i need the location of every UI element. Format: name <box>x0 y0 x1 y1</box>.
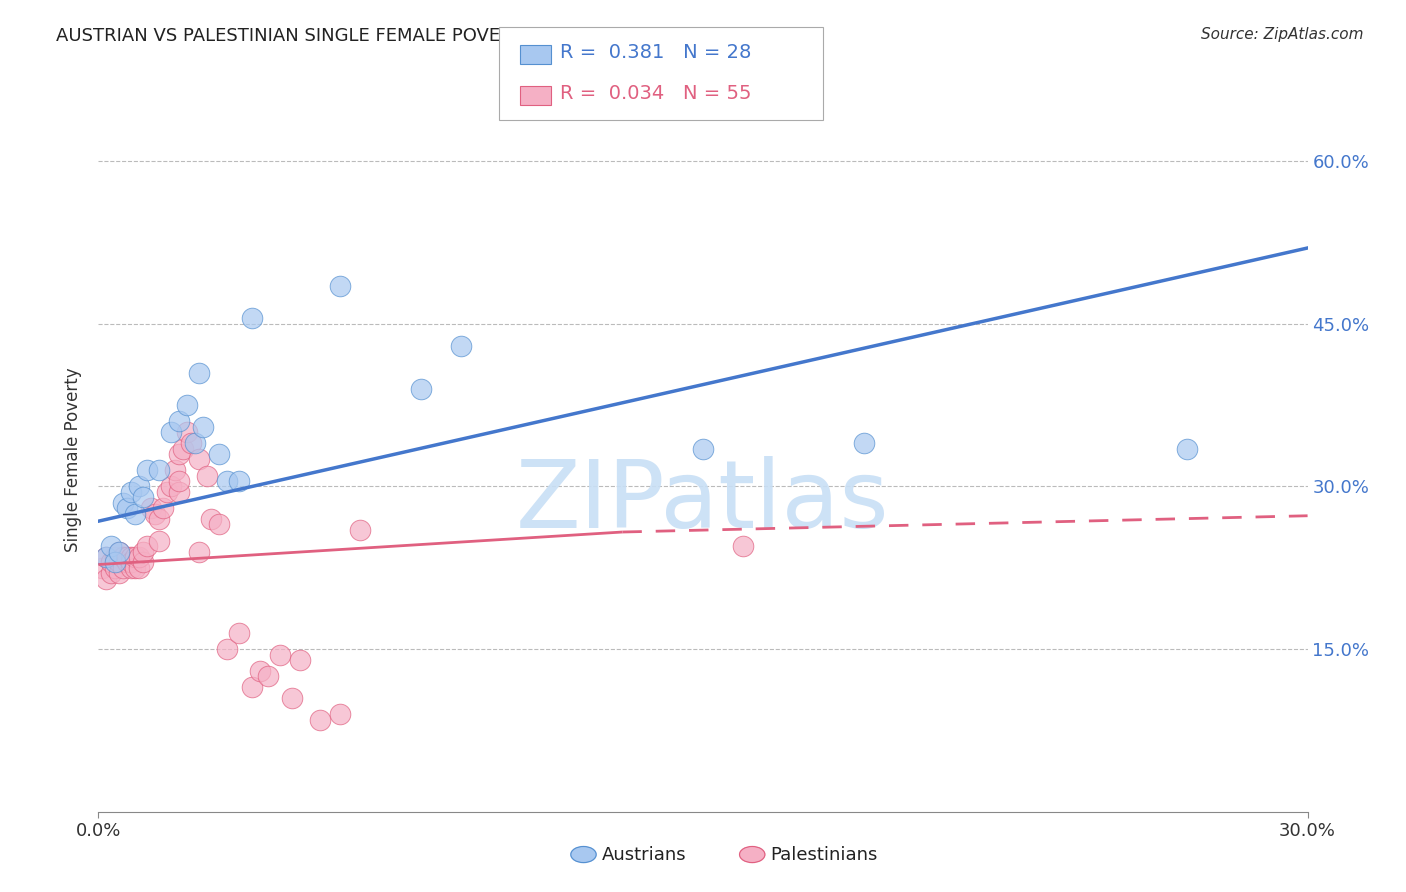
Point <box>217 642 239 657</box>
Point <box>115 549 138 564</box>
Point <box>135 463 157 477</box>
Point <box>143 507 166 521</box>
Point <box>176 425 198 440</box>
Point <box>195 468 218 483</box>
Point <box>128 479 150 493</box>
Point <box>208 447 231 461</box>
Point <box>228 474 250 488</box>
Point <box>193 420 215 434</box>
Point <box>163 463 186 477</box>
Point <box>281 690 304 705</box>
Point <box>103 555 125 569</box>
Point <box>188 544 211 558</box>
Point <box>103 549 125 564</box>
Point <box>450 338 472 352</box>
Point <box>124 507 146 521</box>
Point <box>120 484 142 499</box>
Point <box>103 561 125 575</box>
Point <box>120 549 142 564</box>
Point <box>115 501 138 516</box>
Point <box>128 549 150 564</box>
Text: Source: ZipAtlas.com: Source: ZipAtlas.com <box>1201 27 1364 42</box>
Point <box>167 484 190 499</box>
Point <box>256 669 278 683</box>
Point <box>349 523 371 537</box>
Point <box>148 463 170 477</box>
Point <box>160 479 183 493</box>
Point <box>115 555 138 569</box>
Point <box>100 539 122 553</box>
Point <box>249 664 271 678</box>
Point <box>152 501 174 516</box>
Point <box>188 452 211 467</box>
Point <box>91 561 114 575</box>
Point <box>132 544 155 558</box>
Point <box>111 549 134 564</box>
Point <box>167 414 190 428</box>
Point <box>120 561 142 575</box>
Point <box>329 279 352 293</box>
Point <box>132 555 155 569</box>
Text: AUSTRIAN VS PALESTINIAN SINGLE FEMALE POVERTY CORRELATION CHART: AUSTRIAN VS PALESTINIAN SINGLE FEMALE PO… <box>56 27 734 45</box>
Point <box>100 555 122 569</box>
Point <box>329 707 352 722</box>
Point <box>692 442 714 456</box>
Point <box>139 501 162 516</box>
Point <box>96 549 118 564</box>
Point <box>269 648 291 662</box>
Point <box>288 653 311 667</box>
Point <box>409 382 432 396</box>
Point <box>120 555 142 569</box>
Point <box>853 436 876 450</box>
Y-axis label: Single Female Poverty: Single Female Poverty <box>65 368 83 551</box>
Point <box>1175 442 1198 456</box>
Point <box>148 533 170 548</box>
Point <box>167 474 190 488</box>
Text: Austrians: Austrians <box>602 846 686 863</box>
Point <box>180 436 202 450</box>
Point <box>160 425 183 440</box>
Point <box>167 447 190 461</box>
Point <box>200 512 222 526</box>
Point <box>128 561 150 575</box>
Point <box>156 484 179 499</box>
Point <box>132 491 155 505</box>
Point <box>135 539 157 553</box>
Point <box>96 572 118 586</box>
Point <box>188 366 211 380</box>
Point <box>208 517 231 532</box>
Point <box>172 442 194 456</box>
Point <box>733 539 755 553</box>
Point <box>107 566 129 581</box>
Point <box>309 713 332 727</box>
Point <box>176 398 198 412</box>
Point <box>124 561 146 575</box>
Point <box>184 436 207 450</box>
Point <box>96 549 118 564</box>
Point <box>107 544 129 558</box>
Point <box>107 544 129 558</box>
Point <box>228 625 250 640</box>
Point <box>124 549 146 564</box>
Text: Palestinians: Palestinians <box>770 846 877 863</box>
Point <box>148 512 170 526</box>
Point <box>100 566 122 581</box>
Point <box>240 311 263 326</box>
Text: R =  0.381   N = 28: R = 0.381 N = 28 <box>560 43 751 62</box>
Point <box>240 680 263 694</box>
Text: ZIPatlas: ZIPatlas <box>516 456 890 548</box>
Point <box>107 555 129 569</box>
Point <box>217 474 239 488</box>
Text: R =  0.034   N = 55: R = 0.034 N = 55 <box>560 84 751 103</box>
Point <box>111 561 134 575</box>
Point <box>111 496 134 510</box>
